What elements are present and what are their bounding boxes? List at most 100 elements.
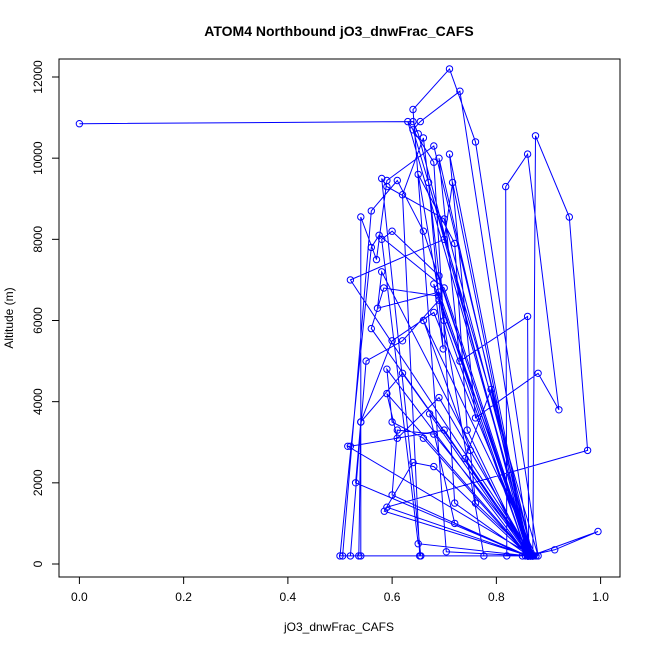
data-point: [594, 527, 602, 536]
data-point: [388, 491, 396, 499]
chart-title: ATOM4 Northbound jO3_dnwFrac_CAFS: [204, 23, 473, 39]
data-point: [448, 178, 457, 187]
data-point: [583, 446, 592, 455]
data-point: [383, 365, 391, 373]
data-point: [440, 215, 448, 223]
data-point: [466, 446, 474, 455]
data-point: [375, 231, 383, 240]
y-tick-label: 12000: [31, 60, 45, 94]
data-point: [471, 499, 480, 507]
data-point: [442, 548, 450, 556]
data-point: [419, 227, 428, 235]
data-point: [378, 174, 386, 183]
data-point: [409, 458, 417, 467]
plot-frame: [58, 58, 621, 578]
data-point: [409, 126, 417, 134]
x-axis: 0.0 0.2 0.4 0.6 0.8 1.0: [71, 577, 609, 604]
y-axis-label: Altitude (m): [2, 287, 16, 348]
data-point: [416, 552, 424, 560]
data-point: [503, 552, 511, 560]
x-tick-label: 0.4: [280, 590, 297, 604]
data-point: [346, 442, 355, 450]
data-point: [414, 540, 422, 548]
data-point: [336, 552, 344, 560]
data-point: [531, 132, 540, 140]
data-point: [393, 176, 401, 185]
data-point: [362, 357, 370, 365]
data-point: [471, 414, 480, 422]
data-point: [419, 434, 428, 442]
x-tick-label: 0.8: [488, 590, 505, 604]
data-point: [346, 552, 355, 560]
data-point: [75, 120, 84, 128]
data-point: [367, 243, 375, 252]
x-tick-label: 0.0: [71, 590, 88, 604]
data-point: [378, 268, 386, 276]
data-point: [551, 546, 559, 554]
data-point: [430, 158, 438, 166]
x-tick-label: 0.6: [384, 590, 401, 604]
data-point: [380, 507, 388, 515]
data-point: [367, 324, 375, 333]
y-tick-label: 10000: [31, 141, 45, 175]
data-point: [383, 503, 391, 511]
data-point: [338, 552, 347, 560]
data-point: [393, 434, 401, 442]
data-point: [487, 385, 495, 394]
data-point: [355, 552, 363, 560]
data-point: [378, 235, 386, 244]
x-tick-label: 1.0: [592, 590, 609, 604]
y-tick-label: 6000: [31, 307, 45, 334]
y-tick-label: 0: [31, 560, 45, 567]
data-point: [523, 312, 532, 321]
data-point: [523, 150, 532, 158]
data-point: [555, 406, 563, 414]
data-point: [435, 292, 443, 300]
data-point: [398, 337, 407, 345]
data-point: [383, 182, 391, 191]
data-point: [525, 552, 533, 560]
data-point: [388, 337, 396, 345]
data-point: [480, 552, 488, 560]
data-point: [463, 426, 471, 434]
data-point: [346, 276, 355, 284]
data-point: [439, 345, 447, 353]
data-point: [445, 65, 454, 73]
data-point: [430, 280, 438, 288]
data-point: [357, 213, 365, 221]
data-point: [435, 272, 443, 280]
data-point: [424, 178, 433, 187]
data-point: [430, 430, 438, 438]
series-layer: [75, 65, 602, 560]
y-tick-label: 4000: [31, 388, 45, 415]
data-point: [435, 154, 443, 162]
data-point: [430, 462, 438, 471]
y-tick-label: 2000: [31, 469, 45, 496]
y-axis: 0 2000 4000 6000 8000 10000 12000: [31, 60, 59, 567]
data-point: [502, 182, 510, 191]
data-point: [451, 499, 459, 507]
data-point: [425, 410, 434, 418]
data-point: [409, 105, 417, 114]
x-axis-label: jO3_dnwFrac_CAFS: [283, 620, 394, 634]
data-point: [451, 239, 459, 248]
data-point: [367, 207, 375, 215]
data-point: [430, 308, 438, 317]
data-point: [409, 117, 417, 126]
data-point: [451, 519, 459, 528]
data-point: [534, 369, 542, 377]
data-point: [440, 316, 448, 325]
data-point: [380, 284, 388, 292]
data-point: [393, 426, 401, 434]
data-point: [398, 191, 407, 199]
data-point: [357, 418, 365, 426]
data-point: [344, 442, 352, 450]
data-point: [461, 454, 469, 463]
data-point: [440, 426, 448, 434]
data-point: [528, 552, 536, 560]
data-point: [430, 142, 438, 150]
data-point: [419, 316, 428, 325]
data-point: [445, 150, 454, 158]
series-line: [79, 67, 599, 557]
data-point: [435, 288, 443, 296]
